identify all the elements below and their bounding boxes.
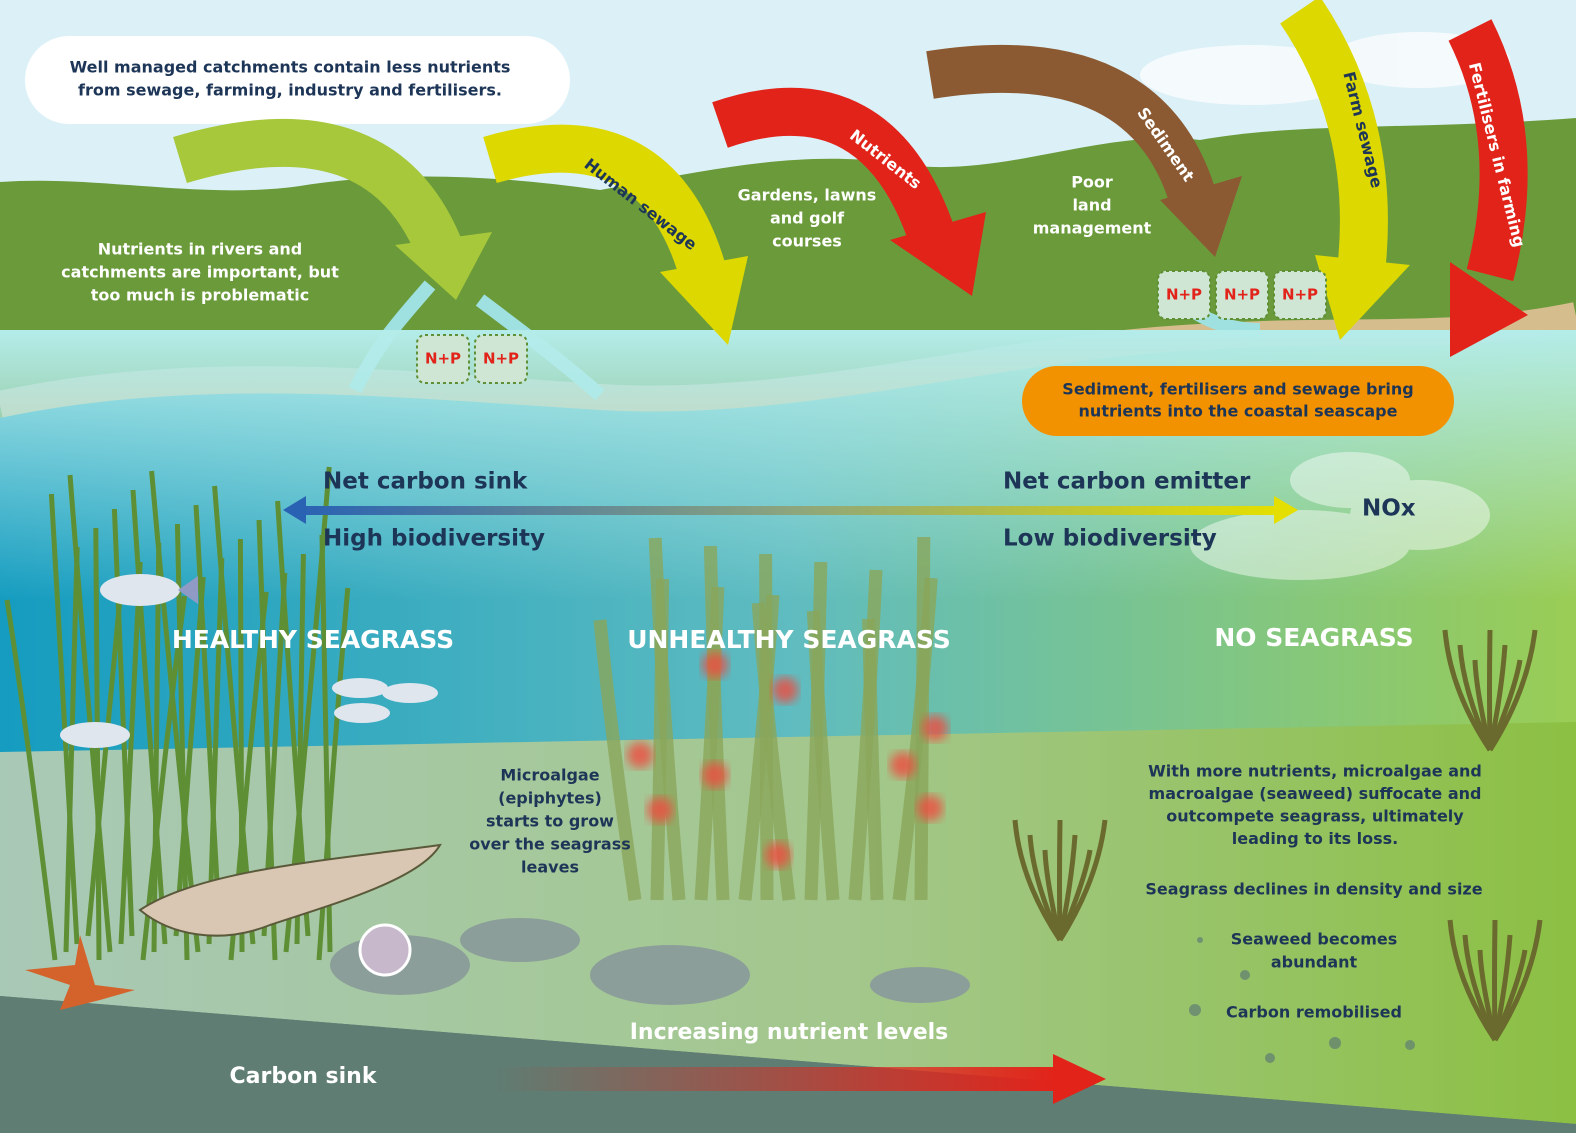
callout-text: catchments are important, but bbox=[61, 263, 339, 282]
carbon-arrow bbox=[300, 506, 1278, 515]
land-label: and golf bbox=[770, 209, 845, 228]
note: Seaweed becomes bbox=[1231, 930, 1398, 949]
note: (epiphytes) bbox=[498, 789, 602, 808]
note: leading to its loss. bbox=[1232, 829, 1399, 848]
note: Carbon remobilised bbox=[1226, 1003, 1402, 1022]
badge-label: N+P bbox=[1282, 286, 1318, 304]
badge-label: N+P bbox=[1224, 286, 1260, 304]
land-label: land bbox=[1072, 196, 1111, 215]
epiphyte bbox=[702, 762, 728, 788]
note: outcompete seagrass, ultimately bbox=[1166, 807, 1464, 826]
callout-text: nutrients into the coastal seascape bbox=[1079, 402, 1398, 421]
bottom-label: Carbon sink bbox=[230, 1064, 378, 1089]
badge-label: N+P bbox=[425, 350, 461, 368]
callout-text: Nutrients in rivers and bbox=[98, 240, 303, 259]
epiphyte bbox=[765, 842, 791, 868]
particle bbox=[1329, 1037, 1341, 1049]
nutrient-arrow bbox=[495, 1067, 1055, 1091]
fish bbox=[382, 683, 438, 703]
cloud-label: NOx bbox=[1362, 496, 1416, 522]
gradient-label: High biodiversity bbox=[323, 526, 545, 552]
callout-text: too much is problematic bbox=[91, 286, 310, 305]
note: over the seagrass bbox=[469, 835, 631, 854]
fish bbox=[334, 703, 390, 723]
note: leaves bbox=[521, 858, 579, 877]
badge-label: N+P bbox=[1166, 286, 1202, 304]
seaweed bbox=[1495, 920, 1496, 1040]
fish bbox=[100, 574, 180, 606]
urchin bbox=[360, 925, 410, 975]
epiphyte bbox=[917, 795, 943, 821]
bottom-label: Increasing nutrient levels bbox=[630, 1020, 949, 1045]
particle bbox=[1240, 970, 1250, 980]
epiphyte bbox=[890, 752, 916, 778]
callout-text: Well managed catchments contain less nut… bbox=[70, 58, 511, 77]
fish bbox=[332, 678, 388, 698]
callout-text: from sewage, farming, industry and ferti… bbox=[78, 81, 502, 100]
epiphyte bbox=[627, 742, 653, 768]
zone-heading: HEALTHY SEAGRASS bbox=[172, 625, 454, 654]
note: Microalgae bbox=[500, 766, 599, 785]
land-label: management bbox=[1033, 219, 1152, 238]
epiphyte bbox=[772, 677, 798, 703]
note: Seagrass declines in density and size bbox=[1145, 880, 1482, 899]
note: starts to grow bbox=[486, 812, 614, 831]
fish bbox=[60, 722, 130, 748]
epiphyte bbox=[702, 652, 728, 678]
note: macroalgae (seaweed) suffocate and bbox=[1149, 784, 1482, 803]
land-label: Gardens, lawns bbox=[738, 186, 877, 205]
epiphyte bbox=[647, 797, 673, 823]
note: abundant bbox=[1271, 953, 1358, 972]
land-label: Poor bbox=[1071, 173, 1113, 192]
rock bbox=[460, 918, 580, 962]
particle bbox=[1405, 1040, 1415, 1050]
infographic: Well managed catchments contain less nut… bbox=[0, 0, 1576, 1133]
gradient-label: Net carbon sink bbox=[323, 469, 528, 495]
particle bbox=[1189, 1004, 1201, 1016]
zone-heading: NO SEAGRASS bbox=[1214, 623, 1413, 652]
note: With more nutrients, microalgae and bbox=[1148, 762, 1482, 781]
gradient-label: Low biodiversity bbox=[1003, 526, 1217, 552]
zone-heading: UNHEALTHY SEAGRASS bbox=[627, 625, 951, 654]
unhealthy-blade bbox=[869, 619, 877, 900]
rock bbox=[870, 967, 970, 1003]
seaweed bbox=[1060, 820, 1061, 940]
gradient-label: Net carbon emitter bbox=[1003, 469, 1251, 495]
particle bbox=[1265, 1053, 1275, 1063]
unhealthy-blade bbox=[921, 537, 924, 900]
seaweed bbox=[1490, 630, 1491, 750]
rock bbox=[590, 945, 750, 1005]
callout-text: Sediment, fertilisers and sewage bring bbox=[1062, 380, 1413, 399]
land-label: courses bbox=[772, 232, 842, 251]
badge-label: N+P bbox=[483, 350, 519, 368]
epiphyte bbox=[922, 715, 948, 741]
particle bbox=[1197, 937, 1203, 943]
